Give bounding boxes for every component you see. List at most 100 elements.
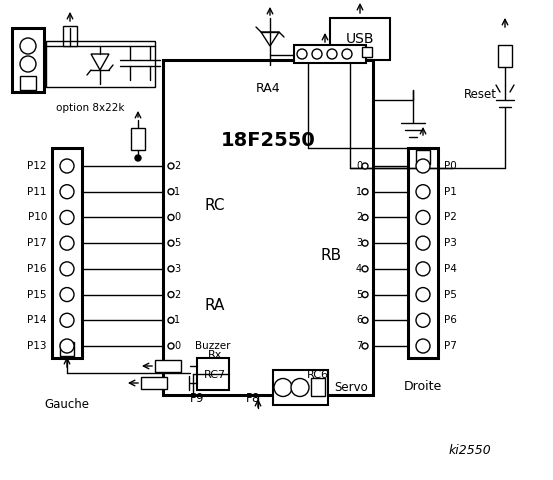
Text: P2: P2: [444, 213, 457, 222]
Bar: [362, 47, 372, 57]
Text: ki2550: ki2550: [448, 444, 492, 456]
Text: P5: P5: [444, 289, 457, 300]
Circle shape: [362, 189, 368, 195]
Text: 5: 5: [174, 238, 180, 248]
Circle shape: [416, 159, 430, 173]
Circle shape: [60, 339, 74, 353]
Text: RB: RB: [320, 248, 342, 263]
Bar: [20, 76, 36, 90]
Circle shape: [362, 163, 368, 169]
Text: P16: P16: [28, 264, 47, 274]
Text: 0: 0: [174, 341, 180, 351]
Bar: [408, 148, 438, 358]
Bar: [163, 60, 373, 395]
Text: 0: 0: [356, 161, 362, 171]
Circle shape: [362, 343, 368, 349]
Circle shape: [327, 49, 337, 59]
Text: P17: P17: [28, 238, 47, 248]
Text: 4: 4: [356, 264, 362, 274]
Text: P9: P9: [190, 392, 204, 405]
Circle shape: [274, 379, 292, 396]
Circle shape: [416, 185, 430, 199]
Circle shape: [168, 240, 174, 246]
Text: Reset: Reset: [464, 88, 497, 101]
Text: P12: P12: [28, 161, 47, 171]
Text: 0: 0: [174, 213, 180, 222]
Circle shape: [416, 288, 430, 301]
Text: 1: 1: [174, 315, 180, 325]
Bar: [52, 148, 82, 358]
Text: P4: P4: [444, 264, 457, 274]
Text: 6: 6: [356, 315, 362, 325]
Text: P1: P1: [444, 187, 457, 197]
Circle shape: [60, 185, 74, 199]
Circle shape: [168, 317, 174, 324]
Text: P10: P10: [28, 213, 47, 222]
Text: 5: 5: [356, 289, 362, 300]
Circle shape: [60, 210, 74, 225]
Text: RC7: RC7: [204, 370, 226, 380]
Circle shape: [168, 189, 174, 195]
Text: 2: 2: [174, 289, 180, 300]
Circle shape: [362, 215, 368, 220]
Circle shape: [60, 236, 74, 250]
Circle shape: [168, 163, 174, 169]
Text: 2: 2: [356, 213, 362, 222]
Circle shape: [135, 155, 141, 161]
Circle shape: [342, 49, 352, 59]
Text: P11: P11: [28, 187, 47, 197]
Circle shape: [168, 266, 174, 272]
Bar: [155, 360, 181, 372]
Text: RC6: RC6: [307, 370, 329, 380]
Bar: [131, 128, 145, 150]
Circle shape: [60, 262, 74, 276]
Text: USB: USB: [346, 32, 374, 46]
Text: 3: 3: [356, 238, 362, 248]
Bar: [294, 45, 366, 63]
Text: P7: P7: [444, 341, 457, 351]
Text: 3: 3: [174, 264, 180, 274]
Text: 1: 1: [174, 187, 180, 197]
Bar: [12, 28, 44, 92]
Text: P13: P13: [28, 341, 47, 351]
Text: P3: P3: [444, 238, 457, 248]
Circle shape: [20, 38, 36, 54]
Circle shape: [297, 49, 307, 59]
Text: RA4: RA4: [255, 82, 280, 95]
Text: P15: P15: [28, 289, 47, 300]
Bar: [197, 358, 229, 390]
Circle shape: [60, 313, 74, 327]
Text: 2: 2: [174, 161, 180, 171]
Text: P14: P14: [28, 315, 47, 325]
Circle shape: [168, 215, 174, 220]
Bar: [330, 18, 390, 60]
Circle shape: [362, 240, 368, 246]
Text: option 8x22k: option 8x22k: [56, 103, 124, 113]
Circle shape: [362, 291, 368, 298]
Bar: [311, 378, 325, 396]
Circle shape: [416, 236, 430, 250]
Text: 18F2550: 18F2550: [221, 131, 315, 149]
Bar: [273, 370, 328, 405]
Text: Rx: Rx: [208, 350, 222, 360]
Circle shape: [416, 210, 430, 225]
Bar: [141, 377, 167, 389]
Bar: [416, 150, 430, 164]
Text: Droite: Droite: [404, 380, 442, 393]
Circle shape: [168, 343, 174, 349]
Circle shape: [416, 313, 430, 327]
Text: P0: P0: [444, 161, 457, 171]
Bar: [60, 342, 74, 356]
Bar: [63, 26, 77, 46]
Text: 7: 7: [356, 341, 362, 351]
Circle shape: [60, 159, 74, 173]
Circle shape: [416, 262, 430, 276]
Bar: [498, 45, 512, 67]
Text: 1: 1: [356, 187, 362, 197]
Bar: [46, 41, 155, 87]
Circle shape: [20, 56, 36, 72]
Text: Buzzer: Buzzer: [195, 341, 231, 351]
Text: P6: P6: [444, 315, 457, 325]
Circle shape: [312, 49, 322, 59]
Circle shape: [60, 288, 74, 301]
